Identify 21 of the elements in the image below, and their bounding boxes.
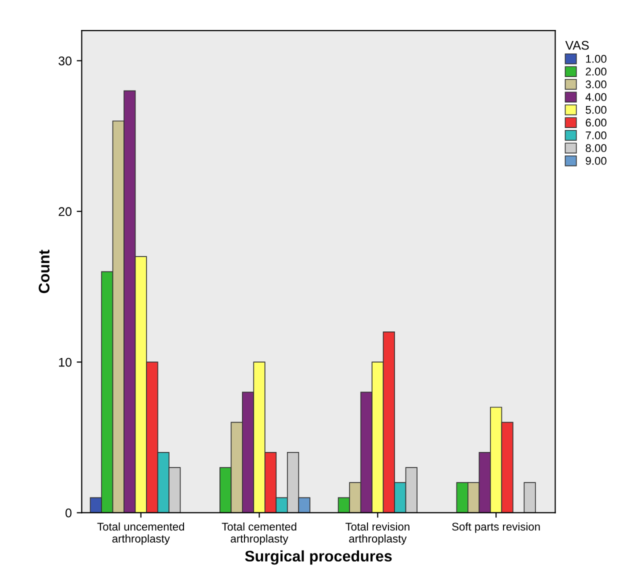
x-tick-label: Total cemented arthroplasty xyxy=(222,522,296,545)
bar xyxy=(524,482,536,513)
legend-label: 5.00 xyxy=(586,106,606,114)
y-tick-label: 30 xyxy=(58,56,72,66)
x-tick-label: Total uncemented arthroplasty xyxy=(97,522,184,545)
x-tick-label: Total revision arthroplasty xyxy=(346,522,410,545)
legend-label: 3.00 xyxy=(586,80,606,88)
legend-label: 2.00 xyxy=(586,68,606,76)
legend-label: 6.00 xyxy=(586,118,606,127)
legend-label: 7.00 xyxy=(586,131,606,140)
legend-title: VAS xyxy=(565,40,589,50)
y-tick-label: 20 xyxy=(58,207,72,216)
legend-label: 4.00 xyxy=(586,93,606,102)
legend-label: 9.00 xyxy=(586,156,606,165)
legend-label: 1.00 xyxy=(586,54,606,63)
y-tick-label: 10 xyxy=(59,358,72,367)
x-tick-label: Soft parts revision xyxy=(452,522,540,533)
y-tick-label: 0 xyxy=(66,508,72,518)
x-axis-title: Surgical procedures xyxy=(245,550,392,565)
y-axis-title: Count xyxy=(38,250,50,294)
legend-label: 8.00 xyxy=(586,144,606,152)
